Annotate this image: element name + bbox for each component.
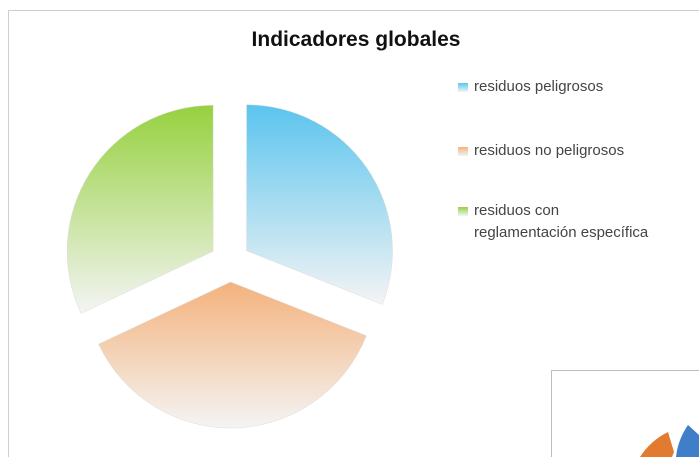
legend-label: residuos con reglamentación específica xyxy=(474,202,649,241)
pie-slice xyxy=(98,281,367,429)
legend-swatch xyxy=(458,147,468,156)
legend-swatch xyxy=(458,207,468,216)
legend-label: residuos peligrosos xyxy=(474,78,604,95)
pie-slice xyxy=(246,104,393,305)
legend: residuos peligrosos residuos no peligroso… xyxy=(456,76,696,244)
legend-item: residuos con reglamentación específica xyxy=(456,200,696,244)
chart-title: Indicadores globales xyxy=(252,28,461,51)
second-chart-frame xyxy=(551,370,699,457)
legend-item: residuos peligrosos xyxy=(456,76,696,98)
second-chart-slice xyxy=(640,432,674,457)
pie-slice xyxy=(66,105,214,314)
second-chart-slice xyxy=(676,425,699,457)
legend-swatch xyxy=(458,83,468,92)
legend-label: residuos no peligrosos xyxy=(474,142,625,159)
legend-item: residuos no peligrosos xyxy=(456,140,696,162)
